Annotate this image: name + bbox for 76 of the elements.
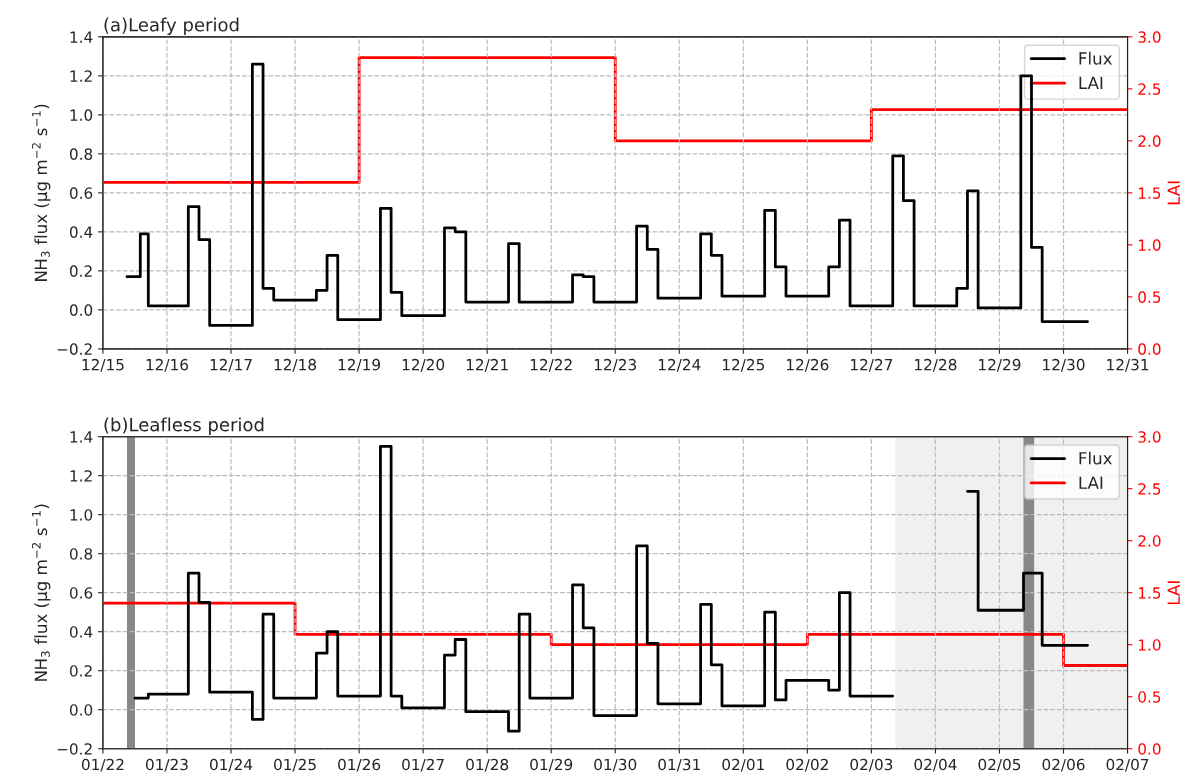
y2-tick-label: 0.0 <box>1138 743 1161 755</box>
x-tick-label: 12/20 <box>402 358 445 372</box>
chart-title: (a)Leafy period <box>104 17 239 36</box>
x-tick-label: 12/28 <box>915 358 957 372</box>
y2-axis-title: LAI <box>1167 181 1180 205</box>
y2-tick-label: 1.0 <box>1138 639 1161 651</box>
x-tick-label: 01/28 <box>466 758 509 772</box>
y-tick-label: 0.2 <box>69 665 92 677</box>
x-tick-label: 12/15 <box>82 358 124 372</box>
x-tick-label: 12/31 <box>1107 358 1149 372</box>
y-tick-label: 0.0 <box>69 704 93 716</box>
y2-tick-label: 1.5 <box>1138 187 1161 199</box>
x-tick-label: 12/23 <box>594 358 637 372</box>
y2-tick-label: 1.5 <box>1138 587 1161 599</box>
x-tick-label: 12/29 <box>979 358 1021 372</box>
x-tick-label: 01/24 <box>210 758 253 772</box>
y2-tick-label: 0.0 <box>1138 343 1161 355</box>
y-tick-label: 1.2 <box>70 470 92 482</box>
x-tick-label: 12/22 <box>530 358 572 372</box>
x-tick-label: 02/01 <box>722 758 764 772</box>
y-tick-label: −0.2 <box>57 343 92 355</box>
x-tick-label: 12/17 <box>210 358 252 372</box>
legend-label: LAI <box>1079 76 1103 89</box>
y-tick-label: 1.4 <box>70 31 93 43</box>
y-tick-label: 0.0 <box>69 304 93 316</box>
x-tick-label: 12/19 <box>338 358 381 372</box>
x-tick-label: 01/27 <box>402 758 444 772</box>
y-tick-label: 1.4 <box>70 431 93 443</box>
x-tick-label: 02/03 <box>850 758 893 772</box>
x-tick-label: 12/25 <box>722 358 764 372</box>
x-tick-label: 12/27 <box>851 358 893 372</box>
y-tick-label: 0.2 <box>69 265 92 277</box>
x-tick-label: 02/06 <box>1042 758 1085 772</box>
x-tick-label: 12/26 <box>787 358 829 372</box>
x-tick-label: 01/30 <box>594 758 637 772</box>
x-tick-label: 02/07 <box>1106 758 1149 772</box>
y-tick-label: 1.0 <box>70 109 93 121</box>
y2-tick-label: 2.5 <box>1138 483 1161 495</box>
y-tick-label: −0.2 <box>57 743 92 755</box>
x-tick-label: 02/04 <box>914 758 957 772</box>
legend-label: Flux <box>1079 451 1112 465</box>
legend-label: Flux <box>1079 51 1112 65</box>
y2-tick-label: 3.0 <box>1138 31 1161 43</box>
y2-tick-label: 3.0 <box>1138 431 1161 443</box>
x-tick-label: 12/21 <box>466 358 508 372</box>
y2-axis-title: LAI <box>1167 581 1180 605</box>
x-tick-label: 12/24 <box>658 358 701 372</box>
legend-label: LAI <box>1079 476 1103 489</box>
y-tick-label: 0.4 <box>69 226 93 238</box>
y-tick-label: 0.6 <box>69 587 93 599</box>
y-axis-title: NH$_{3}$ flux (μg m$^{−2}$ s$^{−1}$) <box>31 104 51 281</box>
x-tick-label: 01/29 <box>530 758 573 772</box>
y2-tick-label: 2.5 <box>1138 83 1161 95</box>
x-tick-label: 02/02 <box>786 758 828 772</box>
y2-tick-label: 2.0 <box>1138 535 1161 547</box>
x-tick-label: 12/30 <box>1043 358 1085 372</box>
x-tick-label: 12/16 <box>146 358 189 372</box>
y-tick-label: 0.6 <box>69 187 93 199</box>
y2-tick-label: 1.0 <box>1138 239 1161 251</box>
chart-title: (b)Leafless period <box>104 417 264 435</box>
y2-tick-label: 2.0 <box>1138 135 1161 147</box>
x-tick-label: 12/18 <box>274 358 317 372</box>
x-tick-label: 01/22 <box>81 758 124 772</box>
y-tick-label: 1.2 <box>70 70 92 82</box>
y-tick-label: 1.0 <box>70 509 93 521</box>
x-tick-label: 02/05 <box>978 758 1021 772</box>
y-tick-label: 0.8 <box>69 148 93 160</box>
x-tick-label: 01/26 <box>338 758 381 772</box>
y-tick-label: 0.8 <box>69 548 93 560</box>
y-axis-title: NH$_{3}$ flux (μg m$^{−2}$ s$^{−1}$) <box>31 504 51 681</box>
y2-tick-label: 0.5 <box>1138 291 1161 303</box>
y-tick-label: 0.4 <box>69 626 93 638</box>
x-tick-label: 01/23 <box>145 758 188 772</box>
x-tick-label: 01/25 <box>274 758 316 772</box>
x-tick-label: 01/31 <box>658 758 700 772</box>
y2-tick-label: 0.5 <box>1138 691 1161 703</box>
